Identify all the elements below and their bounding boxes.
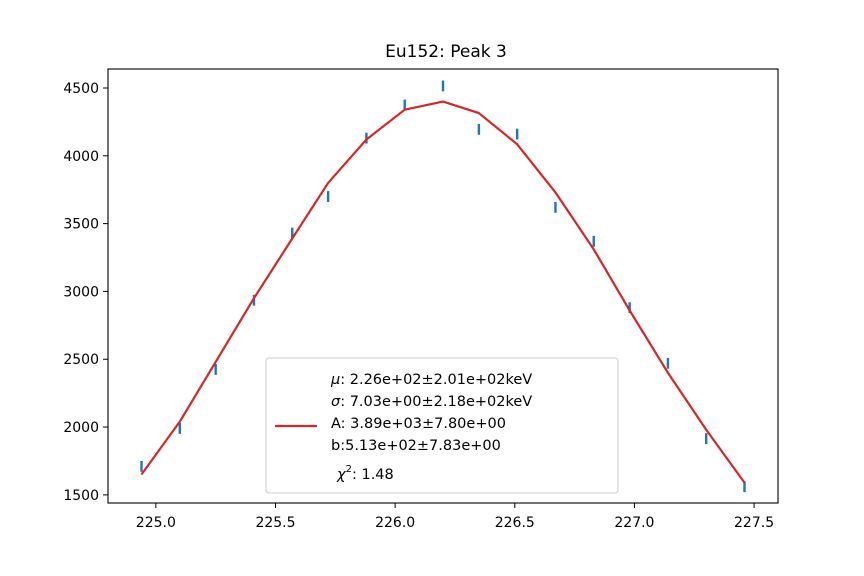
legend-box bbox=[265, 357, 619, 494]
x-tick-label: 226.5 bbox=[495, 515, 535, 531]
sigma-value: : 7.03e+00±2.18e+02keV bbox=[340, 394, 532, 410]
legend-entry-amplitude: A: 3.89e+03±7.80e+00 bbox=[331, 416, 506, 432]
y-tick-label: 2000 bbox=[63, 420, 99, 436]
legend-entry-sigma: σ: 7.03e+00±2.18e+02keV bbox=[331, 394, 532, 410]
sigma-symbol: σ bbox=[331, 394, 341, 410]
mu-symbol: μ bbox=[330, 372, 340, 388]
y-tick-label: 3000 bbox=[63, 284, 99, 300]
x-tick-label: 227.0 bbox=[614, 515, 654, 531]
legend-entry-background: b:5.13e+02±7.83e+00 bbox=[331, 438, 501, 454]
chart-title: Eu152: Peak 3 bbox=[385, 42, 507, 62]
chi-symbol: χ bbox=[336, 467, 347, 483]
x-tick-label: 227.5 bbox=[734, 515, 774, 531]
x-tick-label: 225.5 bbox=[255, 515, 295, 531]
mu-value: : 2.26e+02±2.01e+02keV bbox=[340, 372, 532, 388]
legend: μ: 2.26e+02±2.01e+02keV σ: 7.03e+00±2.18… bbox=[265, 357, 619, 494]
plot-frame bbox=[107, 68, 779, 504]
y-tick-label: 1500 bbox=[63, 488, 99, 504]
x-tick-label: 226.0 bbox=[375, 515, 415, 531]
axis-ticks: 225.0 225.5 226.0 226.5 227.0 227.5 1500 2000 25… bbox=[63, 81, 774, 531]
chi-value: : 1.48 bbox=[352, 467, 394, 483]
legend-entry-chi2: χ2: 1.48 bbox=[336, 464, 394, 483]
y-tick-label: 2500 bbox=[63, 352, 99, 368]
legend-entry-mu: μ: 2.26e+02±2.01e+02keV bbox=[330, 372, 532, 388]
y-tick-label: 4500 bbox=[63, 81, 99, 97]
y-tick-label: 3500 bbox=[63, 217, 99, 233]
fit-line bbox=[140, 100, 746, 484]
x-tick-label: 225.0 bbox=[136, 515, 176, 531]
y-tick-label: 4000 bbox=[63, 149, 99, 165]
chi-superscript: 2 bbox=[346, 464, 352, 475]
